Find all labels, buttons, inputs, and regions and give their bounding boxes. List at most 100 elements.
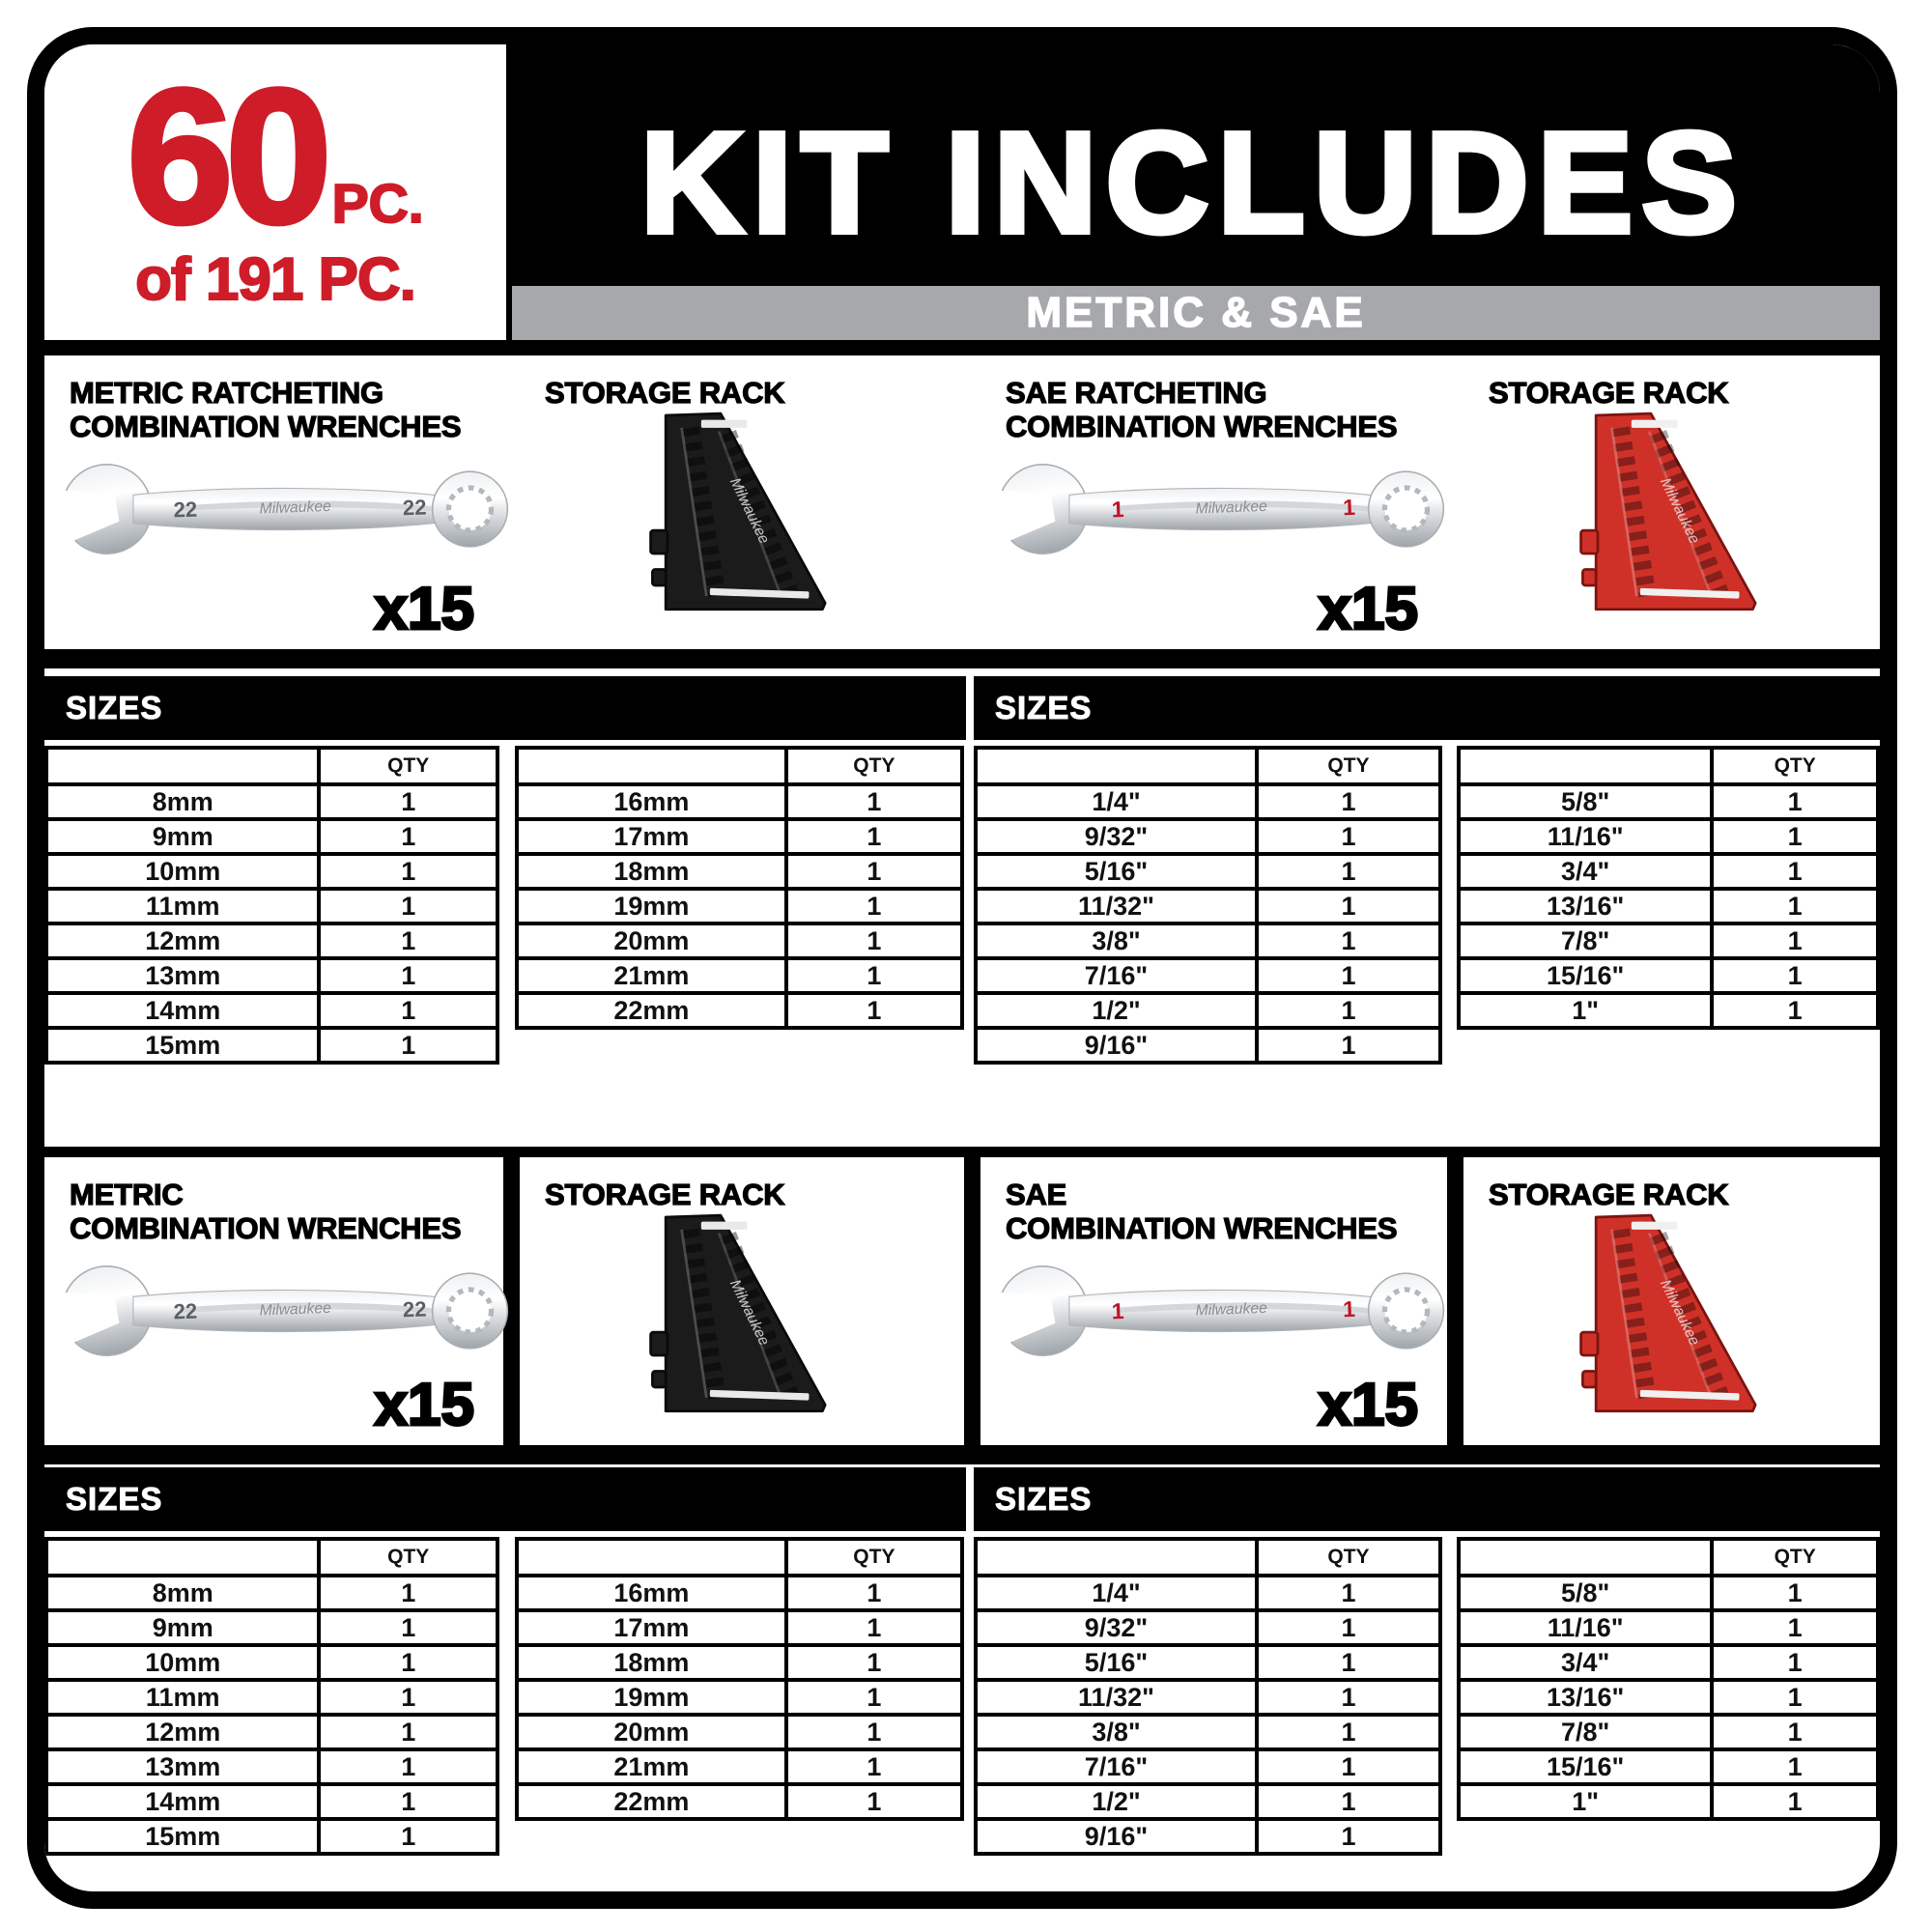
- sae-ratcheting-wrench-image: 1 1 Milwaukee: [997, 464, 1445, 554]
- qty-cell: 1: [867, 1647, 882, 1677]
- red-storage-rack-image: Milwaukee: [1578, 1213, 1757, 1413]
- qty-cell: 1: [401, 1030, 416, 1060]
- size-cell: 8mm: [48, 786, 322, 817]
- size-cell: 7/16": [978, 1751, 1259, 1782]
- quantity-multiplier: x15: [373, 1371, 475, 1440]
- size-cell: 16mm: [519, 1577, 788, 1608]
- table-row: 18mm 1: [519, 852, 960, 887]
- qty-cell: 1: [1341, 1577, 1356, 1607]
- product-cell-storage-rack-red-2: STORAGE RACK Milwaukee: [1463, 1157, 1880, 1445]
- qty-cell: 1: [1341, 821, 1356, 851]
- sae-sizes-table-2a: QTY 1/4" 1 9/32" 1 5/16" 1 11/32" 1 3/8"…: [974, 1537, 1442, 1856]
- qty-cell: 1: [867, 1786, 882, 1816]
- size-cell: 9/16": [978, 1821, 1259, 1852]
- table-row: 9/32" 1: [978, 817, 1438, 852]
- qty-cell: 1: [1341, 891, 1356, 921]
- qty-cell: 1: [401, 1717, 416, 1747]
- size-cell: 8mm: [48, 1577, 322, 1608]
- size-header-cell: [978, 1541, 1259, 1574]
- qty-cell: 1: [867, 1577, 882, 1607]
- size-cell: 9/32": [978, 821, 1259, 852]
- qty-cell: 1: [1787, 821, 1803, 851]
- product-cell-storage-rack-black-2: STORAGE RACK Milwaukee: [520, 1157, 964, 1445]
- table-row: 10mm 1: [48, 852, 496, 887]
- table-row: 13/16" 1: [1461, 1678, 1876, 1713]
- size-cell: 10mm: [48, 1647, 322, 1678]
- qty-cell: 1: [401, 1751, 416, 1781]
- product-cell-storage-rack-black-1: STORAGE RACK Milwaukee: [520, 355, 964, 649]
- size-cell: 3/4": [1461, 1647, 1715, 1678]
- qty-cell: 1: [867, 1612, 882, 1642]
- size-cell: 11/16": [1461, 821, 1715, 852]
- qty-header-cell: QTY: [853, 754, 895, 777]
- table-row: 20mm 1: [519, 922, 960, 956]
- size-cell: 12mm: [48, 1717, 322, 1747]
- table-header: QTY: [48, 1541, 496, 1574]
- size-cell: 5/16": [978, 856, 1259, 887]
- table-row: 8mm 1: [48, 782, 496, 817]
- sae-sizes-table-2b: QTY 5/8" 1 11/16" 1 3/4" 1 13/16" 1 7/8"…: [1457, 1537, 1880, 1821]
- size-cell: 11mm: [48, 891, 322, 922]
- size-cell: 5/8": [1461, 786, 1715, 817]
- size-cell: 22mm: [519, 1786, 788, 1817]
- qty-cell: 1: [1787, 1612, 1803, 1642]
- product-name: STORAGE RACK: [544, 1178, 785, 1212]
- qty-cell: 1: [401, 1682, 416, 1712]
- table-row: 14mm 1: [48, 991, 496, 1026]
- size-cell: 1": [1461, 995, 1715, 1026]
- page-title: KIT INCLUDES: [638, 100, 1746, 266]
- size-cell: 9/16": [978, 1030, 1259, 1061]
- table-header: QTY: [1461, 1541, 1876, 1574]
- size-cell: 20mm: [519, 1717, 788, 1747]
- size-header-cell: [519, 1541, 788, 1574]
- sae-sizes-table-1b: QTY 5/8" 1 11/16" 1 3/4" 1 13/16" 1 7/8"…: [1457, 746, 1880, 1030]
- qty-cell: 1: [1787, 1717, 1803, 1747]
- qty-cell: 1: [1787, 925, 1803, 955]
- wrench-size-stamp: 1: [1111, 1298, 1124, 1323]
- table-row: 9/32" 1: [978, 1608, 1438, 1643]
- table-row: 11mm 1: [48, 1678, 496, 1713]
- size-cell: 5/8": [1461, 1577, 1715, 1608]
- size-cell: 7/8": [1461, 1717, 1715, 1747]
- size-cell: 19mm: [519, 1682, 788, 1713]
- table-row: 19mm 1: [519, 887, 960, 922]
- size-header-cell: [1461, 1541, 1715, 1574]
- size-cell: 19mm: [519, 891, 788, 922]
- size-cell: 13mm: [48, 960, 322, 991]
- table-row: 1/2" 1: [978, 991, 1438, 1026]
- size-cell: 11/16": [1461, 1612, 1715, 1643]
- size-cell: 14mm: [48, 995, 322, 1026]
- quantity-multiplier: x15: [373, 575, 475, 644]
- table-row: 17mm 1: [519, 1608, 960, 1643]
- table-row: 22mm 1: [519, 991, 960, 1026]
- wrench-size-stamp: 1: [1111, 497, 1124, 522]
- table-row: 15mm 1: [48, 1026, 496, 1061]
- size-cell: 3/8": [978, 1717, 1259, 1747]
- metric-sae-band: METRIC & SAE: [512, 286, 1880, 340]
- product-name: METRIC COMBINATION WRENCHES: [69, 1178, 462, 1245]
- size-cell: 12mm: [48, 925, 322, 956]
- size-cell: 15mm: [48, 1821, 322, 1852]
- table-row: 16mm 1: [519, 782, 960, 817]
- metric-combination-wrench-image: 22 22 Milwaukee: [61, 1265, 509, 1356]
- metric-sizes-table-2a: QTY 8mm 1 9mm 1 10mm 1 11mm 1 12mm 1: [44, 1537, 499, 1856]
- qty-cell: 1: [867, 1717, 882, 1747]
- qty-cell: 1: [401, 1647, 416, 1677]
- qty-cell: 1: [401, 821, 416, 851]
- qty-cell: 1: [867, 891, 882, 921]
- size-cell: 7/8": [1461, 925, 1715, 956]
- product-cell-metric-combination-wrenches: METRIC COMBINATION WRENCHES 22 22 Milwau…: [44, 1157, 509, 1445]
- sizes-bar-metric-2: SIZES: [44, 1467, 966, 1531]
- table-row: 3/8" 1: [978, 922, 1438, 956]
- table-row: 8mm 1: [48, 1574, 496, 1608]
- table-row: 1" 1: [1461, 991, 1876, 1026]
- black-storage-rack-image: Milwaukee: [649, 412, 827, 611]
- product-name: STORAGE RACK: [1488, 1178, 1729, 1212]
- qty-cell: 1: [1787, 856, 1803, 886]
- size-cell: 17mm: [519, 1612, 788, 1643]
- table-row: 1/4" 1: [978, 782, 1438, 817]
- qty-header-cell: QTY: [387, 754, 430, 777]
- sizes-bar-sae-1: SIZES: [974, 676, 1880, 740]
- qty-header-cell: QTY: [1327, 754, 1370, 777]
